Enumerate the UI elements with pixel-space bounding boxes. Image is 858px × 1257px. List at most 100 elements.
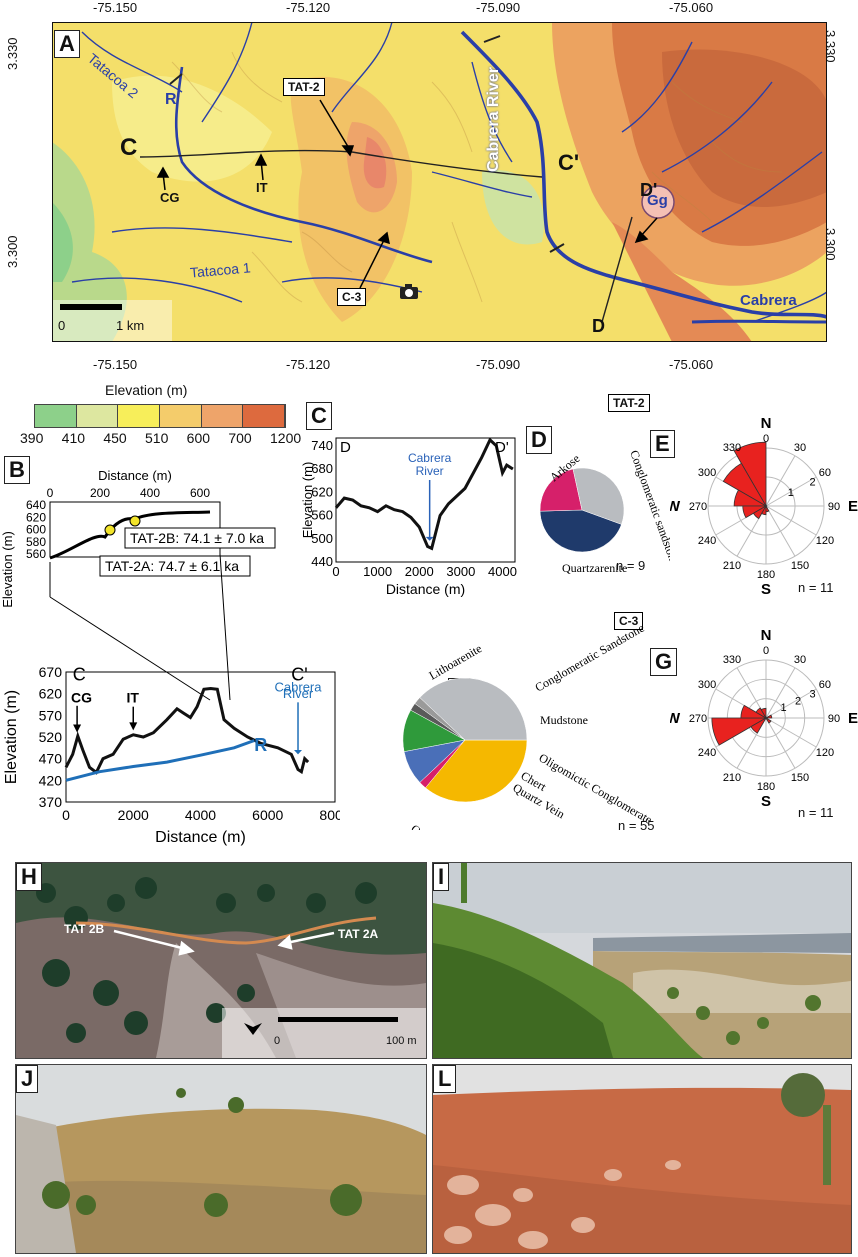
rose-petal <box>761 504 767 516</box>
rose-ring-label: 1 <box>788 487 794 499</box>
profile-x-tick: 2000 <box>118 807 149 823</box>
profile-y-tick: 740 <box>311 438 333 453</box>
scale-bar-zero: 0 <box>58 318 66 333</box>
rose-label-w: W <box>670 710 681 727</box>
rose-label-s: S <box>761 793 771 810</box>
legend-break-label: 700 <box>228 430 252 446</box>
rose-petal <box>765 504 770 513</box>
rose-angle-label: 60 <box>819 467 831 479</box>
rose-angle-label: 270 <box>689 713 707 725</box>
inset-y-tick: 580 <box>26 535 46 549</box>
inset-y-tick: 640 <box>26 498 46 512</box>
profile-label-cprime: C' <box>291 665 307 685</box>
map-label-cg: CG <box>160 190 180 205</box>
panel-a-map: -75.150 -75.120 -75.090 -75.060 -75.150 … <box>0 0 858 380</box>
pie-label: Lithoarenite <box>427 641 485 682</box>
profile-label-it: IT <box>127 689 140 705</box>
panel-c: C 0 1000 2000 3000 4000 Distance (m) 440 500 560… <box>300 400 520 610</box>
rose-ring-label: 1 <box>781 702 787 714</box>
elevation-legend: Elevation (m) 390 410 450 510 600 700 1200 <box>20 382 301 452</box>
map-arrows <box>156 99 658 289</box>
rose-label-w: W <box>670 498 681 515</box>
profile-x-tick: 1000 <box>363 564 392 579</box>
pie-n-tat2: n = 9 <box>616 558 646 573</box>
profile-label-d: D <box>340 439 351 456</box>
panel-c-profile: 0 1000 2000 3000 4000 Distance (m) 440 500 560 62… <box>300 437 517 597</box>
pie-label: Mudstone <box>540 713 588 727</box>
rose-petal <box>722 462 768 508</box>
connector-line <box>219 553 231 701</box>
rose-angle-label: 330 <box>723 442 741 454</box>
inset-y-label: Elevation (m) <box>0 531 15 608</box>
panel-label-e: E <box>650 430 675 458</box>
rose-angle-label: 60 <box>819 679 831 691</box>
profile-x-tick: 4000 <box>185 807 216 823</box>
pie-slice <box>419 677 528 741</box>
photo-label-tat2b: TAT 2B <box>64 922 105 936</box>
rose-angle-label: 240 <box>698 535 716 547</box>
map-label-c3: C-3 <box>337 288 367 306</box>
rose-spoke <box>765 667 796 719</box>
rose-angle-label: 210 <box>723 560 741 572</box>
rose-label-n: N <box>761 627 772 644</box>
legend-break-label: 600 <box>186 430 211 446</box>
profile-x-tick: 3000 <box>446 564 475 579</box>
pie-label: Conglomeratic sandstone <box>627 448 670 567</box>
panel-label-h: H <box>16 863 42 891</box>
panel-label-j: J <box>16 1065 39 1093</box>
rose-angle-label: 150 <box>791 772 809 784</box>
inset-x-label: Distance (m) <box>98 468 172 483</box>
rose-angle-label: 120 <box>816 747 834 759</box>
legend-swatch <box>118 405 161 427</box>
profile-x-tick: 6000 <box>252 807 283 823</box>
profile-y-tick: 560 <box>311 508 333 523</box>
profile-label-river: River <box>416 464 444 478</box>
profile-x-tick: 4000 <box>488 564 517 579</box>
inset-profile-line <box>49 510 211 560</box>
legend-swatch <box>243 405 286 427</box>
profile-y-tick: 620 <box>39 686 63 702</box>
lon-tick-bottom: -75.090 <box>476 357 521 372</box>
rose-spoke <box>765 717 817 748</box>
rose-spoke <box>765 505 796 557</box>
panel-label-b: B <box>4 456 30 484</box>
profile-y-label: Elevation (m) <box>3 690 20 784</box>
rose-diagram-g: 0 30 60 90 120 150 180 210 240 270 300 330 123 N S E W <box>670 627 858 810</box>
profile-y-tick: 370 <box>39 794 63 810</box>
profile-label-cg: CG <box>71 689 92 705</box>
label-tat2a: TAT-2A: 74.7 ± 6.1 ka <box>105 558 239 574</box>
label-tat2b: TAT-2B: 74.1 ± 7.0 ka <box>130 530 264 546</box>
rose-petal <box>752 504 768 520</box>
profile-label-river: River <box>283 686 314 701</box>
map-label-c: C <box>120 134 138 161</box>
map-label-cprime: C' <box>558 150 580 175</box>
pie-title-c3: C-3 <box>614 612 644 630</box>
lon-tick-bottom: -75.060 <box>669 357 714 372</box>
profile-label-r: R <box>254 735 267 755</box>
pie-label: Quartzarenite <box>408 822 467 830</box>
panel-label-c: C <box>306 402 332 430</box>
lon-tick-bottom: -75.150 <box>93 357 138 372</box>
rose-petal <box>760 707 767 720</box>
legend-title: Elevation (m) <box>105 382 188 398</box>
map-label-it: IT <box>256 180 268 195</box>
inset-y-tick: 620 <box>26 510 46 524</box>
rose-angle-label: 180 <box>757 569 775 581</box>
rose-spoke <box>765 688 817 719</box>
profile-y-tick: 500 <box>311 531 333 546</box>
panel-label-a: A <box>54 30 80 58</box>
lon-tick-top: -75.120 <box>286 0 331 15</box>
rose-label-n: N <box>761 415 772 432</box>
legend-break-label: 1200 <box>270 430 302 446</box>
connector-line <box>49 596 211 701</box>
profile-frame <box>65 671 336 803</box>
panel-label-g: G <box>650 648 678 676</box>
legend-breaks: 390 410 450 510 600 700 1200 <box>16 430 306 450</box>
rose-angle-label: 150 <box>791 560 809 572</box>
profile-y-tick: 520 <box>39 729 63 745</box>
photo-j-hillside: J <box>15 1064 427 1254</box>
profile-line-d-dprime <box>334 437 514 551</box>
profile-label-dprime: D' <box>495 439 509 456</box>
rose-petal <box>755 707 768 720</box>
photo-h-scale-zero: 0 <box>274 1035 281 1047</box>
